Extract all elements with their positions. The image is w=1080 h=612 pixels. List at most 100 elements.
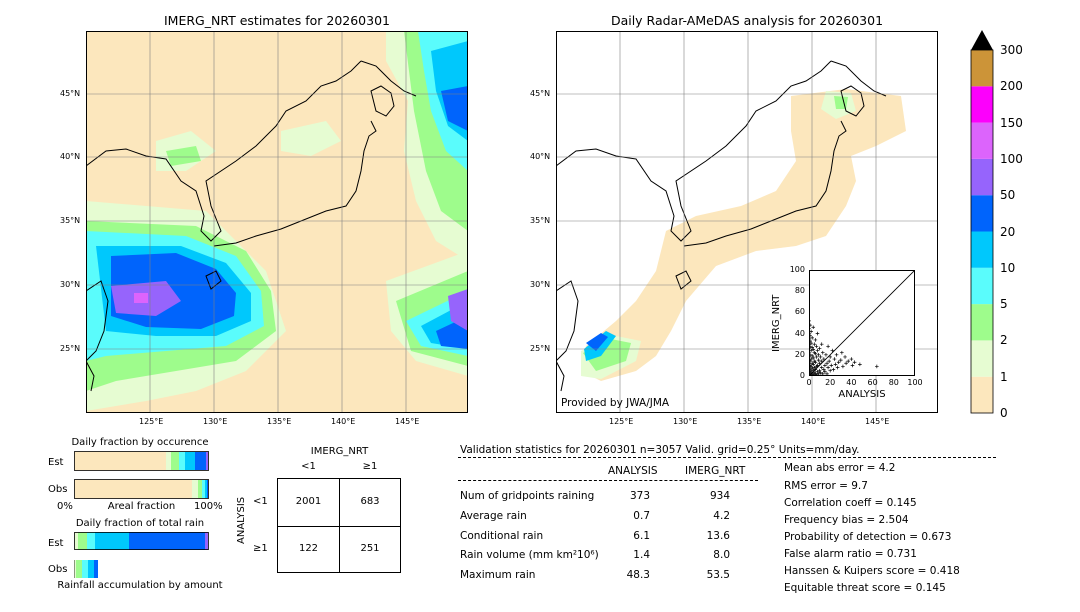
scatter-point [839,358,843,362]
scatter-point [815,363,820,368]
colorbar-frame [970,49,994,414]
grid-divider [339,479,340,572]
scatter-x-tick: 20 [825,378,836,387]
est-bar-seg [171,452,179,470]
scatter-point [811,356,816,360]
scatter-point [849,357,854,361]
scatter-point [818,371,823,375]
scatter-point [817,346,822,351]
lat-tick: 45°N [530,89,551,98]
stat-label: Rain volume (mm km²10⁶) [460,549,599,561]
scatter-point [836,360,841,365]
scatter-point [811,373,816,376]
obs-bar-seg [198,480,202,498]
colorbar-tick-label: 200 [1000,79,1023,94]
scatter-point [809,361,811,366]
obs-total-seg [76,560,82,578]
scatter-point [811,325,816,330]
scatter-point [810,345,814,350]
scatter-point [809,369,813,374]
scatter-point [809,355,811,359]
scatter-point [835,365,840,370]
stat-label: Conditional rain [460,530,544,542]
scatter-point [809,333,812,338]
est-bar-seg [166,452,171,470]
lat-tick: 35°N [60,216,81,225]
colorbar-tick-label: 0 [1000,406,1008,420]
cell-miss: 122 [298,543,319,554]
total-rain-title: Daily fraction of total rain [75,518,205,529]
scatter-point [829,363,834,368]
precip-area [448,289,468,331]
scatter-y-tick: 40 [794,328,805,338]
scatter-point [809,323,812,327]
scatter-point [809,348,813,353]
scatter-y-tick: 0 [799,371,805,380]
contingency-grid: 2001 683 122 251 [277,478,401,573]
colorbar-segment [971,304,993,341]
scatter-point [810,354,814,358]
obs-total-seg [74,560,76,578]
radar-amedas-map [556,31,938,413]
est-total-seg [205,532,208,550]
est-bar-seg [185,452,195,470]
stat-analysis: 48.3 [626,569,650,581]
scatter-point [827,359,831,363]
est-bar-seg [179,452,185,470]
scatter-point [852,360,857,365]
cell-hit: 251 [360,543,380,554]
scatter-point [809,353,812,357]
scatter-point [826,365,830,370]
left-map-title: IMERG_NRT estimates for 20260301 [163,13,390,28]
obs-bar-seg [192,480,198,498]
scatter-point [809,329,813,334]
map-frame [556,31,938,413]
scatter-point [846,359,851,363]
lon-tick: 140°E [801,417,826,426]
col-analysis: ANALYSIS [608,465,658,477]
scatter-point [810,366,814,371]
stat-imerg: 13.6 [706,530,730,542]
scatter-point [840,350,844,355]
cell-false-alarm: 683 [360,496,380,507]
stat-analysis: 1.4 [633,549,650,561]
scatter-point [843,355,847,359]
scatter-point [825,361,829,366]
scatter-point [809,344,812,349]
est-total-seg [87,532,95,550]
scatter-point [833,362,838,367]
header-rule [458,457,996,458]
axis-mid: Areal fraction [107,501,176,512]
est-total-seg [95,532,129,550]
scatter-point [810,336,814,340]
obs-total-seg [94,560,98,578]
scatter-point [809,326,811,331]
stat-imerg: 8.0 [713,549,730,561]
scatter-point [858,362,862,367]
graticule [86,31,468,413]
stat-analysis: 373 [629,490,650,502]
est-total-seg [74,532,78,550]
stat-label: Average rain [460,510,527,522]
scatter-point [809,337,811,341]
scatter-point [822,357,826,361]
scatter-y-tick: 60 [794,307,805,317]
scatter-point [809,357,813,361]
scatter-point [817,361,822,366]
lat-tick: 45°N [60,89,81,98]
scatter-point [813,351,818,356]
lat-tick: 25°N [60,344,81,353]
lon-tick: 145°E [865,417,890,426]
lon-tick: 140°E [331,417,356,426]
est-label: Est [48,457,64,468]
obs-total-seg [82,560,88,578]
scatter-point [811,368,816,373]
colorbar-tick-label: 20 [1000,224,1016,239]
scatter-point [825,372,829,376]
scatter-point [814,355,819,359]
col-label-lt1: <1 [301,461,316,472]
lat-tick: 40°N [60,152,81,161]
lat-tick: 35°N [530,216,551,225]
est-total-seg [129,532,205,550]
obs-bar-seg [207,480,208,498]
